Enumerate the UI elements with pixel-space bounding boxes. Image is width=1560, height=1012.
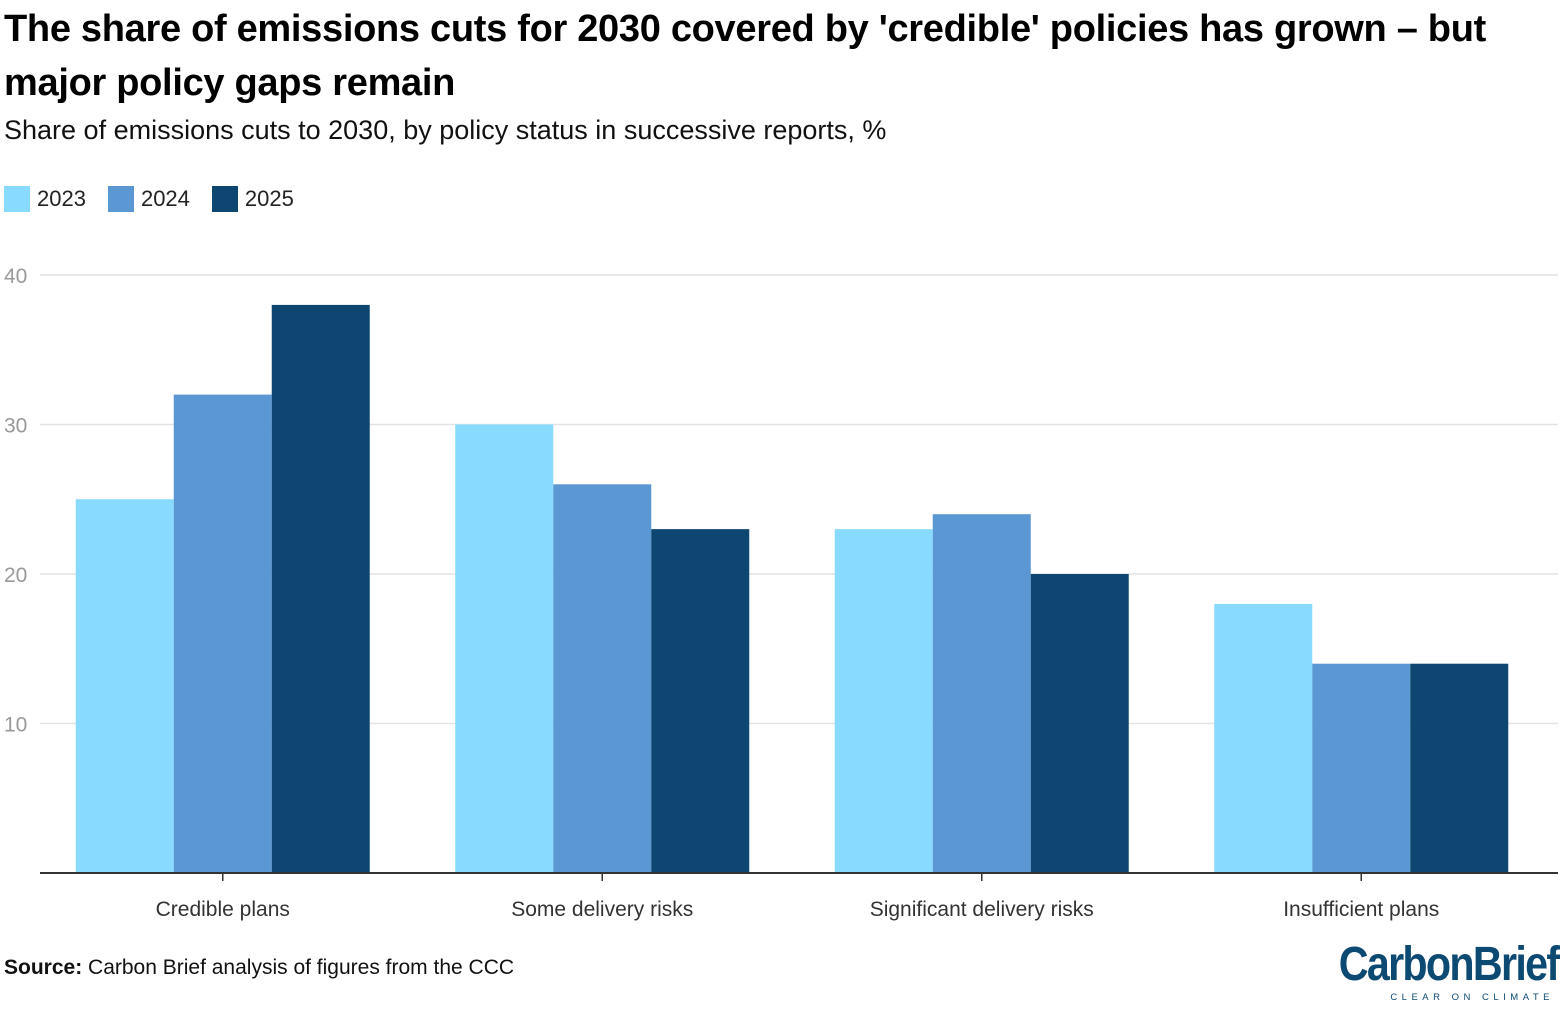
bar-2023-significant-delivery-risks[interactable] (834, 529, 933, 873)
legend-label-2025: 2025 (244, 186, 294, 211)
bar-2024-some-delivery-risks[interactable] (553, 484, 652, 873)
chart-subtitle: Share of emissions cuts to 2030, by poli… (4, 115, 887, 145)
chart-legend: 2023 2024 2025 (4, 186, 316, 212)
legend-item-2024[interactable]: 2024 (107, 186, 190, 212)
bar-2023-insufficient-plans[interactable] (1214, 603, 1313, 873)
bar-2024-significant-delivery-risks[interactable] (932, 514, 1031, 873)
bar-2024-insufficient-plans[interactable] (1312, 663, 1411, 873)
legend-swatch-2024 (107, 186, 134, 212)
source-note: Source: Carbon Brief analysis of figures… (4, 956, 514, 980)
y-tick-label-30: 30 (4, 415, 27, 438)
x-tick-label-credible-plans: Credible plans (156, 898, 290, 921)
bar-2023-some-delivery-risks[interactable] (455, 424, 554, 874)
bar-2025-significant-delivery-risks[interactable] (1030, 574, 1129, 873)
logo-wordmark: CarbonBrief (1338, 938, 1559, 991)
bar-2025-credible-plans[interactable] (271, 304, 370, 873)
carbon-brief-logo[interactable]: CarbonBrief CLEAR ON CLIMATE (1303, 938, 1559, 1004)
legend-item-2023[interactable]: 2023 (4, 186, 86, 212)
bar-2023-credible-plans[interactable] (75, 499, 174, 873)
bar-2025-some-delivery-risks[interactable] (651, 529, 750, 873)
bar-chart: 10 20 30 40 Credible plans Some delivery risk… (4, 265, 1558, 921)
legend-label-2023: 2023 (37, 186, 86, 211)
y-tick-label-20: 20 (4, 564, 27, 587)
legend-item-2025[interactable]: 2025 (211, 186, 294, 212)
chart-title: The share of emissions cuts for 2030 cov… (4, 8, 1486, 104)
y-tick-label-40: 40 (4, 265, 27, 288)
bar-2025-insufficient-plans[interactable] (1410, 663, 1509, 873)
legend-swatch-2023 (4, 186, 30, 212)
y-tick-label-10: 10 (4, 714, 27, 737)
logo-tagline: CLEAR ON CLIMATE (1390, 992, 1554, 1003)
x-tick-label-some-delivery-risks: Some delivery risks (511, 898, 693, 921)
bar-2024-credible-plans[interactable] (173, 394, 272, 873)
x-tick-label-significant-delivery-risks: Significant delivery risks (870, 898, 1094, 921)
source-text: Carbon Brief analysis of figures from th… (88, 956, 515, 979)
x-tick-label-insufficient-plans: Insufficient plans (1283, 898, 1439, 921)
legend-label-2024: 2024 (140, 186, 190, 211)
source-label: Source: (4, 956, 83, 979)
legend-swatch-2025 (211, 186, 238, 212)
